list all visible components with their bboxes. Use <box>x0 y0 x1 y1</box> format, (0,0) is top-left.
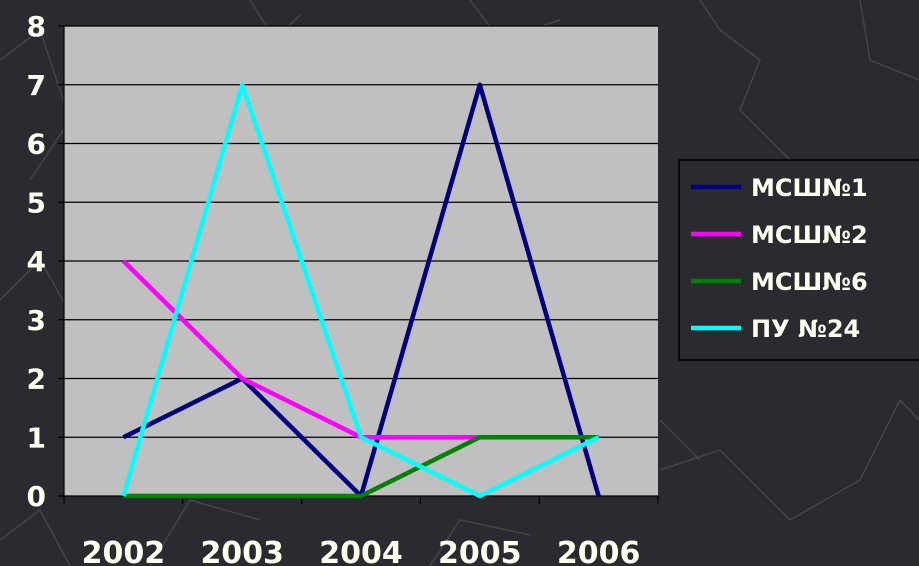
legend-label: МСШ№1 <box>751 174 868 202</box>
series-line-2 <box>121 259 480 440</box>
y-tick-label: 4 <box>27 245 46 278</box>
legend-label: МСШ№6 <box>751 268 868 296</box>
y-tick-label: 5 <box>27 186 46 219</box>
x-tick-label: 2002 <box>82 536 166 566</box>
y-tick-label: 7 <box>27 69 46 102</box>
x-tick-labels: 2002 2003 2004 2005 2006 <box>82 536 641 566</box>
legend-label: ПУ №24 <box>751 315 860 343</box>
legend-label: МСШ№2 <box>751 221 868 249</box>
y-tick-label: 3 <box>27 304 46 337</box>
series-lines <box>121 82 601 499</box>
x-tick-label: 2005 <box>438 536 522 566</box>
legend: МСШ№1 МСШ№2 МСШ№6 ПУ №24 <box>678 159 919 361</box>
y-tick-label: 1 <box>27 421 46 454</box>
y-tick-label: 2 <box>27 363 46 396</box>
y-tick-label: 6 <box>27 128 46 161</box>
x-tick-label: 2004 <box>319 536 403 566</box>
y-tick-label: 8 <box>27 10 46 43</box>
y-tick-labels: 0 1 2 3 4 5 6 7 8 <box>27 10 46 513</box>
y-tick-label: 0 <box>27 480 46 513</box>
x-tick-label: 2006 <box>557 536 641 566</box>
x-tick-label: 2003 <box>200 536 284 566</box>
